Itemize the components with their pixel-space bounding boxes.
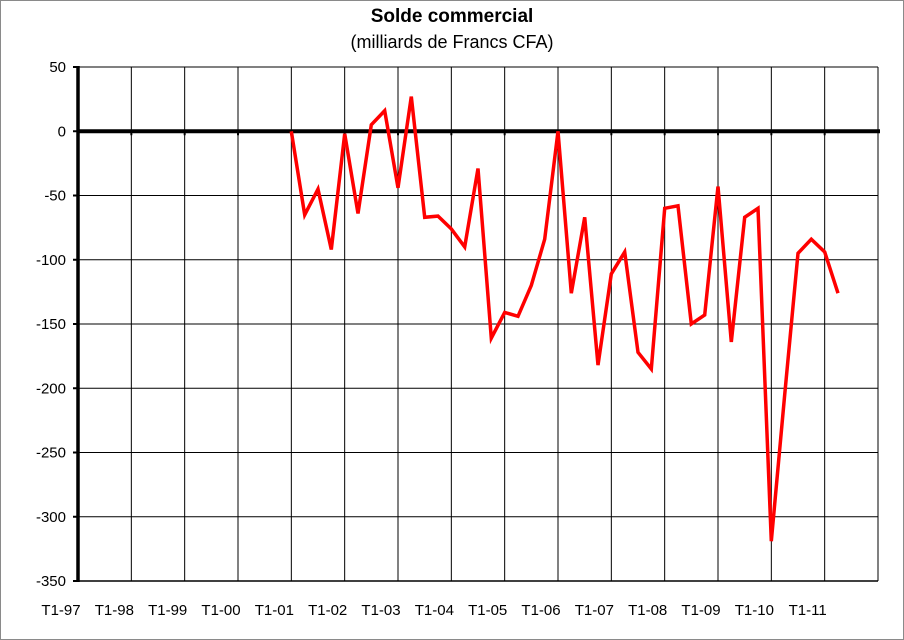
x-tick-label: T1-01 [255, 602, 294, 619]
y-tick-label: -100 [36, 252, 66, 269]
y-tick-label: -50 [44, 188, 66, 205]
y-tick-label: -250 [36, 445, 66, 462]
y-tick-label: -300 [36, 509, 66, 526]
chart-subtitle: (milliards de Francs CFA) [350, 32, 554, 52]
y-tick-label: 50 [49, 59, 66, 76]
x-tick-label: T1-09 [681, 602, 720, 619]
y-tick-label: -150 [36, 316, 66, 333]
x-tick-label: T1-05 [468, 602, 507, 619]
x-tick-label: T1-07 [575, 602, 614, 619]
x-tick-label: T1-04 [415, 602, 454, 619]
y-tick-label: -200 [36, 380, 66, 397]
x-tick-label: T1-11 [789, 602, 827, 619]
y-tick-label: -350 [36, 573, 66, 590]
x-tick-label: T1-00 [201, 602, 240, 619]
series-line [289, 96, 840, 542]
y-tick-label: 0 [58, 123, 66, 140]
x-tick-label: T1-08 [628, 602, 667, 619]
x-tick-label: T1-02 [308, 602, 347, 619]
x-tick-label: T1-99 [148, 602, 187, 619]
x-tick-label: T1-03 [361, 602, 400, 619]
x-tick-label: T1-06 [521, 602, 560, 619]
x-tick-label: T1-10 [735, 602, 774, 619]
x-tick-label: T1-97 [41, 602, 80, 619]
x-tick-label: T1-98 [95, 602, 134, 619]
chart-title: Solde commercial [370, 6, 534, 27]
